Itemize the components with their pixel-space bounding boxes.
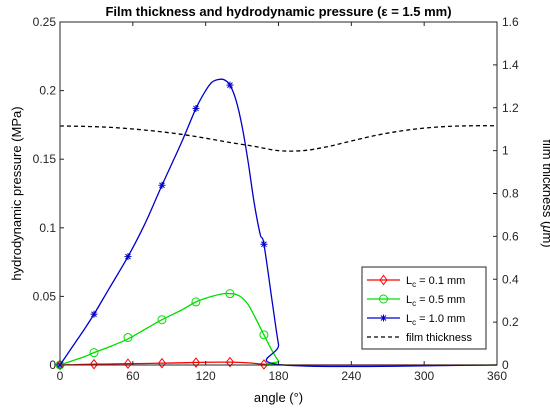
series-marker xyxy=(225,356,235,368)
series-marker xyxy=(259,330,269,340)
legend-label-sub: c xyxy=(412,299,416,308)
x-tick-label: 240 xyxy=(341,369,361,383)
y2-tick-label: 0.6 xyxy=(502,229,519,243)
legend-item: film thickness xyxy=(367,332,473,344)
asterisk-stroke xyxy=(125,253,131,260)
series-marker xyxy=(225,289,235,299)
x-tick-label: 0 xyxy=(57,369,64,383)
legend-label: Lc = 1.0 mm xyxy=(406,313,465,327)
series-marker xyxy=(157,357,167,369)
series-marker xyxy=(123,358,133,369)
legend-label-sub: c xyxy=(412,318,416,327)
series-marker xyxy=(124,253,132,261)
legend-item: Lc = 1.0 mm xyxy=(367,313,465,327)
y-axis-label: hydrodynamic pressure (MPa) xyxy=(9,106,24,280)
x-axis-label: angle (°) xyxy=(254,390,303,405)
y2-axis-label-suffix: m) xyxy=(540,232,550,247)
y2-axis-label: film thickness (μm) xyxy=(540,139,550,247)
y-tick-label: 0.05 xyxy=(33,289,57,303)
y-tick-label: 0.2 xyxy=(39,84,56,98)
legend-label: Lc = 0.5 mm xyxy=(406,294,465,308)
series-marker xyxy=(123,333,133,343)
legend-label-sub: c xyxy=(412,280,416,289)
legend-label-rest: = 0.1 mm xyxy=(416,275,465,287)
legend-swatch-marker xyxy=(380,314,387,322)
y2-tick-label: 0.8 xyxy=(502,187,519,201)
legend-label: film thickness xyxy=(406,332,473,344)
y2-tick-label: 1 xyxy=(502,144,509,158)
legend-label-main: L xyxy=(406,275,412,287)
legend-swatch-marker xyxy=(379,274,388,286)
y2-axis-label-mu: μ xyxy=(540,224,550,232)
series-marker xyxy=(157,315,167,325)
asterisk-stroke xyxy=(193,105,199,112)
asterisk-stroke xyxy=(380,315,387,321)
series-marker xyxy=(226,81,234,89)
x-tick-label: 60 xyxy=(126,369,140,383)
series-marker xyxy=(90,310,98,318)
series-marker xyxy=(192,104,200,112)
y2-tick-label: 0 xyxy=(502,358,509,372)
series-line xyxy=(59,78,498,368)
asterisk-stroke xyxy=(91,311,97,318)
series-marker xyxy=(260,240,268,248)
x-tick-label: 300 xyxy=(414,369,434,383)
series-marker xyxy=(191,357,201,368)
x-tick-label: 180 xyxy=(268,369,288,383)
plot-layer xyxy=(55,78,498,371)
asterisk-stroke xyxy=(261,241,267,248)
y2-tick-label: 1.2 xyxy=(502,101,519,115)
legend-label-rest: = 1.0 mm xyxy=(416,313,465,325)
y2-tick-label: 1.6 xyxy=(502,15,519,29)
axes-layer: 0 60 120 180 240 300 36000.050.10.150.20.2500.… xyxy=(33,15,519,383)
legend-label: Lc = 0.1 mm xyxy=(406,275,465,289)
series-marker xyxy=(191,297,201,307)
legend-label-main: film thickness xyxy=(406,332,473,344)
asterisk-stroke xyxy=(159,182,165,189)
y-tick-label: 0 xyxy=(49,358,56,372)
series-line xyxy=(59,125,498,152)
legend-box xyxy=(361,266,487,350)
asterisk-stroke xyxy=(227,82,233,88)
legend-label-main: L xyxy=(406,294,412,306)
y-tick-label: 0.15 xyxy=(33,152,57,166)
legend-item: Lc = 0.5 mm xyxy=(367,294,465,308)
y2-tick-label: 1.4 xyxy=(502,58,519,72)
series-2 xyxy=(56,78,498,369)
y2-tick-label: 0.2 xyxy=(502,315,519,329)
legend-label-main: L xyxy=(406,313,412,325)
series-marker xyxy=(259,359,269,370)
y-tick-label: 0.25 xyxy=(33,15,57,29)
legend-swatch-marker xyxy=(379,294,388,304)
legend-item: Lc = 0.1 mm xyxy=(367,274,465,289)
x-tick-label: 360 xyxy=(487,369,507,383)
series-3 xyxy=(59,125,498,152)
y-tick-label: 0.1 xyxy=(39,221,56,235)
series-marker xyxy=(89,348,99,358)
chart-title: Film thickness and hydrodynamic pressure… xyxy=(105,4,451,19)
series-marker xyxy=(158,181,166,189)
series-marker xyxy=(89,358,99,370)
y2-tick-label: 0.4 xyxy=(502,272,519,286)
y2-axis-label-prefix: film thickness ( xyxy=(540,139,550,226)
legend-label-rest: = 0.5 mm xyxy=(416,294,465,306)
x-tick-label: 120 xyxy=(196,369,216,383)
